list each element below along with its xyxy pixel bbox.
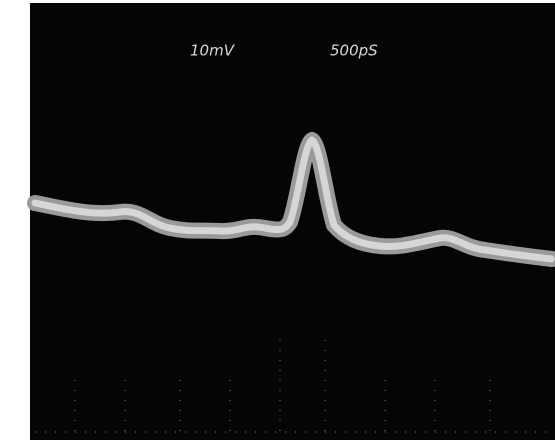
horizontal-scale-label: 500pS	[330, 42, 378, 60]
page: {"labels": {"vertical_scale": "10mV", "h…	[0, 0, 555, 440]
vertical-scale-label: 10mV	[190, 42, 236, 60]
oscilloscope-screen: 10mV 500pS	[0, 0, 555, 440]
